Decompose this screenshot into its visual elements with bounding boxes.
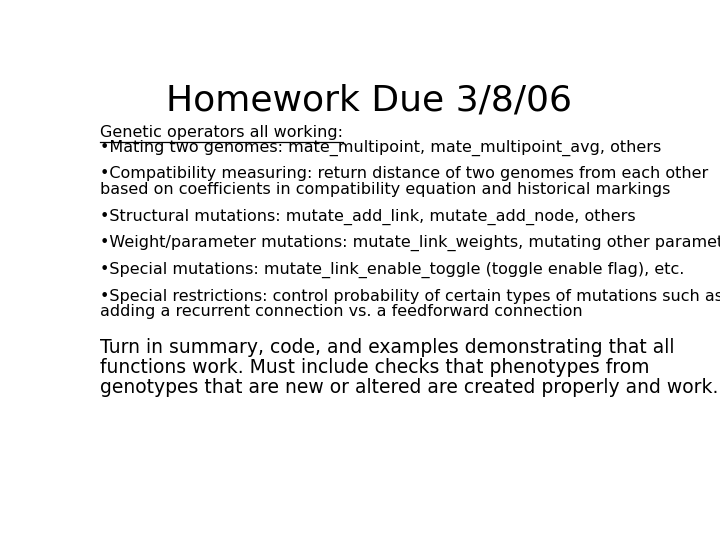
Text: •Compatibility measuring: return distance of two genomes from each other: •Compatibility measuring: return distanc… [100, 166, 708, 181]
Text: genotypes that are new or altered are created properly and work.: genotypes that are new or altered are cr… [100, 379, 719, 397]
Text: Genetic operators all working:: Genetic operators all working: [100, 125, 343, 140]
Text: functions work. Must include checks that phenotypes from: functions work. Must include checks that… [100, 359, 649, 377]
Text: •Special restrictions: control probability of certain types of mutations such as: •Special restrictions: control probabili… [100, 288, 720, 303]
Text: based on coefficients in compatibility equation and historical markings: based on coefficients in compatibility e… [100, 182, 670, 197]
Text: •Special mutations: mutate_link_enable_toggle (toggle enable flag), etc.: •Special mutations: mutate_link_enable_t… [100, 262, 685, 278]
Text: •Mating two genomes: mate_multipoint, mate_multipoint_avg, others: •Mating two genomes: mate_multipoint, ma… [100, 140, 661, 156]
Text: Homework Due 3/8/06: Homework Due 3/8/06 [166, 84, 572, 118]
Text: Turn in summary, code, and examples demonstrating that all: Turn in summary, code, and examples demo… [100, 339, 675, 357]
Text: •Structural mutations: mutate_add_link, mutate_add_node, others: •Structural mutations: mutate_add_link, … [100, 208, 636, 225]
Text: •Weight/parameter mutations: mutate_link_weights, mutating other parameters: •Weight/parameter mutations: mutate_link… [100, 235, 720, 252]
Text: adding a recurrent connection vs. a feedforward connection: adding a recurrent connection vs. a feed… [100, 305, 582, 319]
